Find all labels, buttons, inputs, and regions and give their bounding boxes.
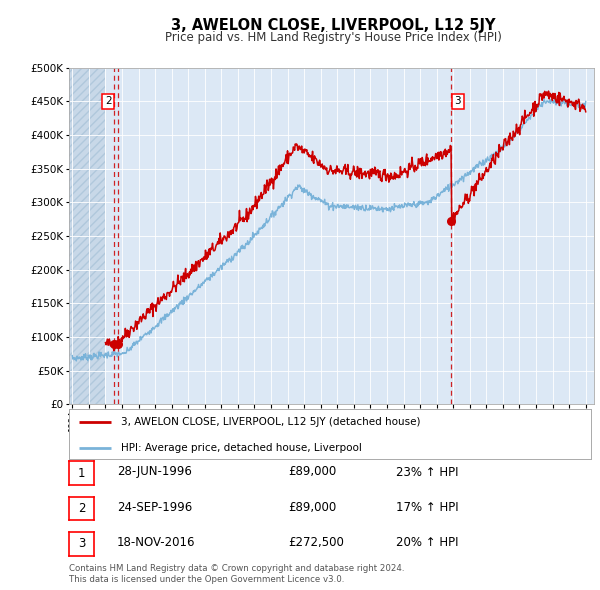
Text: 2: 2 — [105, 97, 112, 106]
Text: 17% ↑ HPI: 17% ↑ HPI — [396, 501, 458, 514]
Text: Contains HM Land Registry data © Crown copyright and database right 2024.: Contains HM Land Registry data © Crown c… — [69, 565, 404, 573]
Text: 24-SEP-1996: 24-SEP-1996 — [117, 501, 192, 514]
Text: 20% ↑ HPI: 20% ↑ HPI — [396, 536, 458, 549]
Text: This data is licensed under the Open Government Licence v3.0.: This data is licensed under the Open Gov… — [69, 575, 344, 584]
Text: Price paid vs. HM Land Registry's House Price Index (HPI): Price paid vs. HM Land Registry's House … — [164, 31, 502, 44]
Text: 18-NOV-2016: 18-NOV-2016 — [117, 536, 196, 549]
Text: 28-JUN-1996: 28-JUN-1996 — [117, 466, 192, 478]
Text: 2: 2 — [78, 502, 85, 515]
Text: £89,000: £89,000 — [288, 501, 336, 514]
Text: 3, AWELON CLOSE, LIVERPOOL, L12 5JY (detached house): 3, AWELON CLOSE, LIVERPOOL, L12 5JY (det… — [121, 417, 421, 427]
Text: 3: 3 — [78, 537, 85, 550]
Text: £89,000: £89,000 — [288, 466, 336, 478]
Text: 3: 3 — [455, 97, 461, 106]
Text: 3, AWELON CLOSE, LIVERPOOL, L12 5JY: 3, AWELON CLOSE, LIVERPOOL, L12 5JY — [171, 18, 495, 32]
Text: £272,500: £272,500 — [288, 536, 344, 549]
Text: 23% ↑ HPI: 23% ↑ HPI — [396, 466, 458, 478]
Text: HPI: Average price, detached house, Liverpool: HPI: Average price, detached house, Live… — [121, 443, 362, 453]
Text: 1: 1 — [78, 467, 85, 480]
